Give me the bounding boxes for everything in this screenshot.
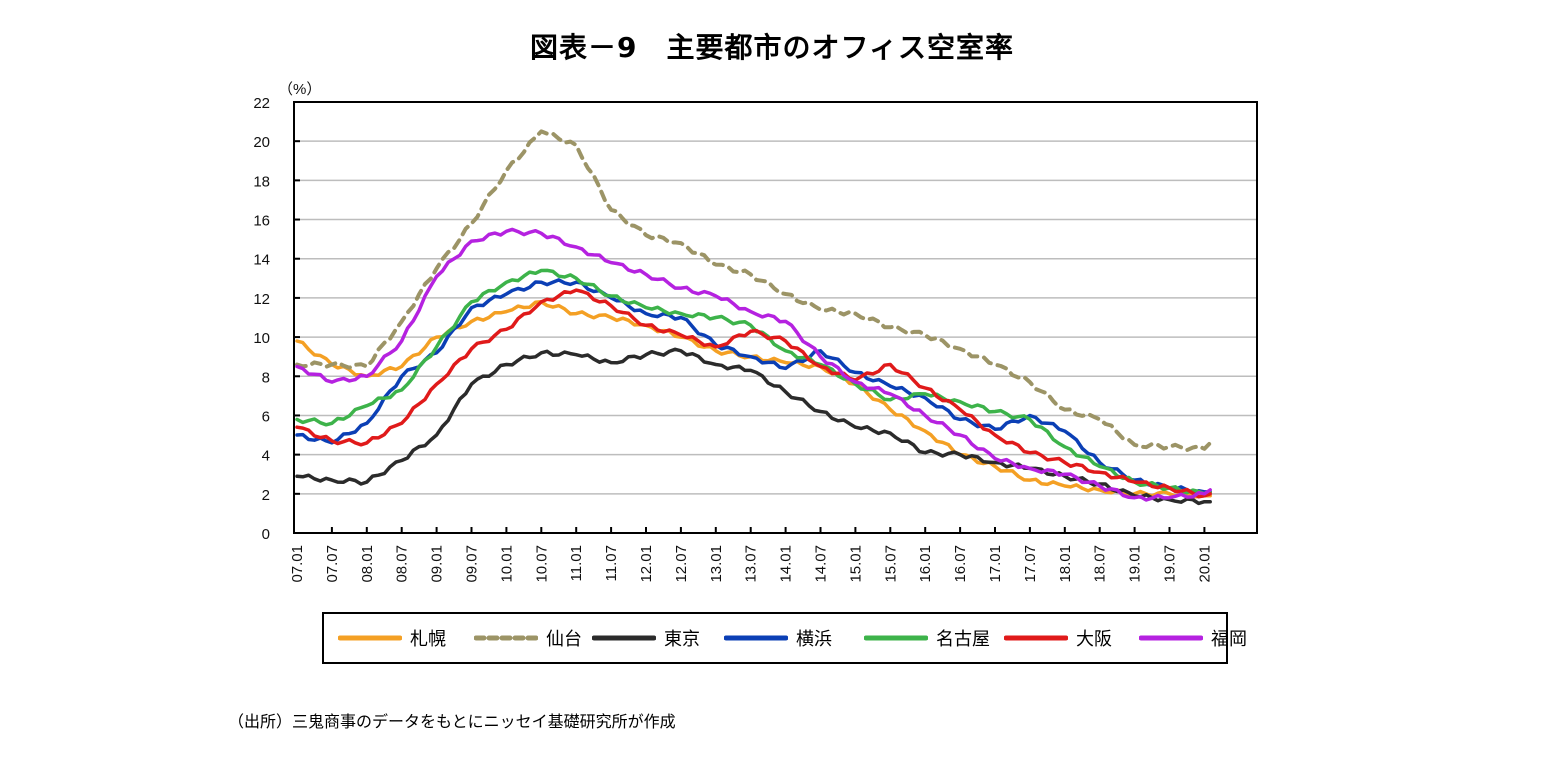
legend-label: 仙台 — [546, 629, 582, 650]
x-tick-label: 09.01 — [429, 545, 446, 583]
legend-swatch-osaka — [1004, 635, 1068, 641]
series-lines — [295, 129, 1213, 506]
legend-swatch-tokyo — [592, 635, 656, 641]
x-tick-label: 10.07 — [533, 545, 550, 583]
series-line-sendai — [295, 129, 1213, 453]
legend-label: 名古屋 — [936, 629, 990, 650]
y-tick-label: 0 — [262, 526, 270, 543]
y-tick-label: 2 — [262, 487, 270, 504]
legend-swatch-sendai — [474, 635, 538, 641]
y-tick-label: 22 — [253, 95, 270, 112]
series-line-yokohama — [295, 278, 1212, 495]
x-tick-label: 11.07 — [603, 545, 620, 581]
x-tick-label: 19.01 — [1127, 545, 1144, 583]
y-tick-label: 18 — [253, 173, 270, 190]
chart-title: 図表－9 主要都市のオフィス空室率 — [530, 31, 1014, 64]
legend-item-nagoya: 名古屋 — [864, 614, 990, 662]
x-tick-label: 07.01 — [289, 545, 306, 583]
x-tick-label: 10.01 — [498, 545, 515, 583]
y-axis-unit-label: （%） — [278, 81, 321, 98]
legend-label: 横浜 — [796, 629, 832, 650]
legend-item-sendai: 仙台 — [474, 614, 582, 662]
legend-swatch-sapporo — [338, 635, 402, 641]
x-tick-label: 12.07 — [673, 545, 690, 583]
source-note: （出所）三鬼商事のデータをもとにニッセイ基礎研究所が作成 — [228, 712, 676, 731]
x-tick-label: 09.07 — [464, 545, 481, 583]
x-tick-label: 16.01 — [917, 545, 934, 583]
legend-item-sapporo: 札幌 — [338, 614, 446, 662]
x-tick-label: 08.07 — [394, 545, 411, 583]
series-line-nagoya — [295, 268, 1212, 496]
x-tick-label: 08.01 — [359, 545, 376, 583]
legend-swatch-nagoya — [864, 635, 928, 641]
x-tick-label: 15.01 — [847, 545, 864, 583]
x-tick-label: 18.01 — [1057, 545, 1074, 583]
legend-item-osaka: 大阪 — [1004, 614, 1112, 662]
legend-item-fukuoka: 福岡 — [1139, 614, 1247, 662]
x-tick-label: 16.07 — [952, 545, 969, 583]
y-tick-label: 16 — [253, 213, 270, 230]
y-tick-label: 8 — [262, 369, 270, 386]
x-tick-label: 15.07 — [882, 545, 899, 583]
y-tick-label: 6 — [262, 408, 270, 425]
x-tick-label: 13.07 — [743, 545, 760, 583]
x-tick-label: 20.01 — [1196, 545, 1213, 583]
legend-label: 札幌 — [410, 629, 446, 650]
x-tick-label: 07.07 — [324, 545, 341, 583]
y-tick-label: 14 — [253, 252, 270, 269]
series-line-tokyo — [295, 347, 1212, 506]
legend-label: 東京 — [664, 629, 700, 650]
x-tick-label: 11.01 — [568, 545, 585, 581]
x-tick-label: 13.01 — [708, 545, 725, 583]
grid-lines — [294, 140, 1257, 495]
legend-item-yokohama: 横浜 — [724, 614, 832, 662]
legend-swatch-yokohama — [724, 635, 788, 641]
legend-swatch-fukuoka — [1139, 635, 1203, 641]
y-tick-label: 12 — [253, 291, 270, 308]
x-tick-label: 18.07 — [1092, 545, 1109, 583]
x-tick-label: 17.01 — [987, 545, 1004, 583]
legend-item-tokyo: 東京 — [592, 614, 700, 662]
legend-label: 大阪 — [1076, 629, 1112, 650]
legend: 札幌 仙台 東京 横浜 名古屋 大阪 福岡 — [322, 612, 1247, 664]
y-tick-label: 20 — [253, 134, 270, 151]
series-line-osaka — [295, 288, 1212, 499]
legend-label: 福岡 — [1211, 629, 1247, 650]
x-tick-label: 14.01 — [778, 545, 795, 583]
x-tick-label: 12.01 — [638, 545, 655, 583]
series-line-fukuoka — [295, 227, 1212, 502]
x-tick-label: 17.07 — [1022, 545, 1039, 583]
x-tick-label: 19.07 — [1162, 545, 1179, 583]
x-tick-label: 14.07 — [813, 545, 830, 583]
plot-area-frame — [293, 101, 1258, 534]
x-axis-ticks: 07.01 07.07 08.01 08.07 09.01 09.07 10.01 10.07… — [289, 527, 1213, 583]
y-tick-label: 10 — [253, 330, 270, 347]
y-tick-label: 4 — [262, 448, 270, 465]
y-axis-ticks: 0 2 4 6 8 10 12 14 16 18 20 22 — [253, 95, 300, 543]
